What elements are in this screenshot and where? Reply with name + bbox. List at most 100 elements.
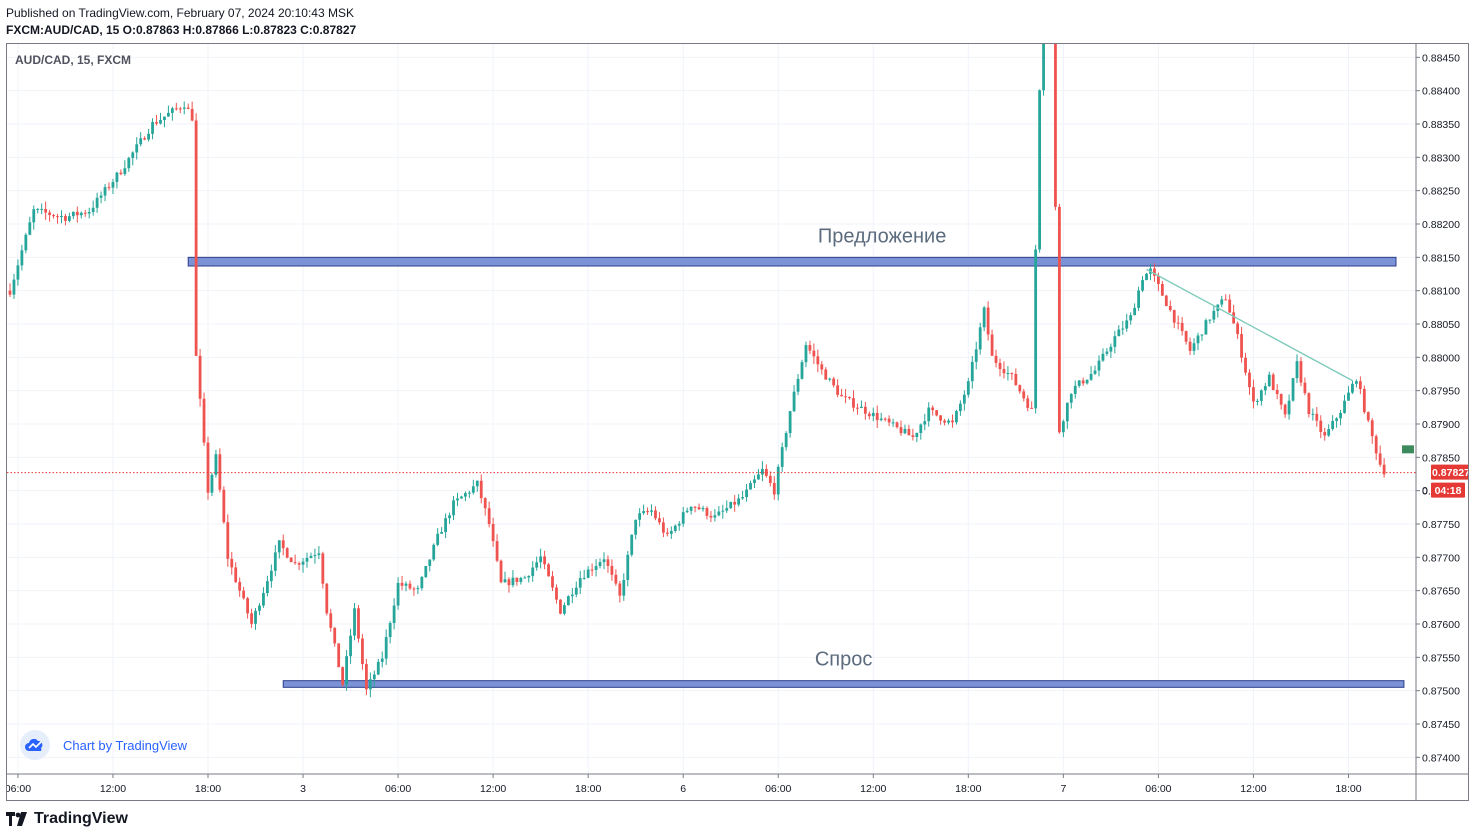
candle-body (970, 361, 974, 382)
price-tick-label: 0.88300 (1422, 152, 1460, 164)
candle-body (630, 534, 634, 555)
candle-body (1232, 312, 1236, 324)
supply-zone-label: Предложение (818, 225, 947, 247)
candle-body (685, 510, 689, 513)
candle-body (123, 168, 127, 175)
candle-body (780, 447, 784, 467)
time-tick-label: 06:00 (1145, 783, 1171, 795)
candle-body (764, 469, 768, 476)
tradingview-logo[interactable]: TradingView (6, 810, 128, 828)
candle-body (163, 116, 166, 121)
tradingview-cloud-icon (20, 730, 50, 760)
candle-body (495, 541, 499, 561)
candle-body (471, 486, 475, 493)
candle-body (222, 489, 226, 523)
price-axis-labels: 0.88450 0.88400 0.88350 0.88300 0.88250 0.882… (1422, 52, 1460, 764)
time-tick-label: 18:00 (575, 783, 601, 795)
candle-body (887, 418, 891, 423)
countdown-text: 04:18 (1435, 485, 1462, 497)
candle-body (1105, 351, 1109, 354)
candle-body (1319, 420, 1323, 433)
candle-body (1378, 453, 1382, 465)
tradingview-watermark[interactable]: Chart by TradingView (20, 730, 187, 760)
price-tick-label: 0.87500 (1422, 686, 1460, 698)
candle-body (357, 608, 360, 639)
candle-body (665, 532, 669, 534)
price-tick-label: 0.87650 (1422, 586, 1460, 598)
candle-body (1303, 382, 1307, 394)
candle-body (289, 557, 293, 563)
candle-body (1129, 315, 1133, 321)
candle-body (1240, 334, 1243, 358)
candle-body (28, 222, 32, 235)
published-info: Published on TradingView.com, February 0… (6, 6, 354, 20)
candle-body (1315, 413, 1319, 421)
candle-body (1164, 295, 1168, 307)
last-price-text: 0.87827 (1432, 467, 1468, 479)
candle-body (44, 208, 48, 213)
candle-body (1145, 273, 1148, 281)
candle-body (1034, 249, 1038, 409)
candle-body (693, 506, 697, 508)
candle-body (1299, 361, 1303, 383)
candle-body (856, 407, 859, 409)
chart-frame[interactable]: Предложение Спрос 0.88450 0.88400 0.88350 0.… (6, 43, 1469, 801)
time-tick-label: 06:00 (765, 783, 791, 795)
time-tick-label: 12:00 (100, 783, 126, 795)
candle-body (230, 558, 234, 568)
last-price-badge (1431, 464, 1468, 480)
candle-body (515, 577, 519, 582)
candle-body (563, 605, 566, 614)
price-tick-label: 0.87550 (1422, 652, 1460, 664)
supply-demand-zones[interactable]: Предложение Спрос (187, 225, 1405, 688)
candle-body (341, 667, 345, 685)
candle-body (131, 152, 135, 158)
candle-body (368, 679, 372, 690)
candle-body (737, 498, 741, 505)
price-tick-label: 0.87600 (1422, 619, 1460, 631)
time-tick-label: 18:00 (195, 783, 221, 795)
time-tick-label: 7 (1060, 783, 1066, 795)
candle-body (642, 511, 645, 514)
candle-body (733, 501, 737, 505)
time-tick-label: 18:00 (1335, 783, 1361, 795)
demand-zone-label: Спрос (815, 649, 873, 671)
candle-body (840, 394, 843, 397)
price-tick-label: 0.87900 (1422, 419, 1460, 431)
candle-body (974, 349, 978, 362)
candle-body (293, 562, 297, 564)
price-tick-label: 0.88200 (1422, 219, 1460, 231)
candle-body (1283, 404, 1287, 415)
candle-body (947, 420, 950, 423)
candle-body (36, 209, 40, 211)
candle-body (523, 577, 527, 579)
candle-body (103, 187, 107, 196)
price-axis-hint: 0 (1422, 485, 1428, 497)
candle-body (1184, 331, 1188, 342)
candle-body (669, 530, 673, 534)
candle-body (1267, 374, 1271, 387)
candle-body (610, 565, 614, 575)
candle-body (527, 575, 531, 578)
watermark-text[interactable]: Chart by TradingView (63, 737, 188, 753)
candle-body (1228, 299, 1232, 313)
time-tick-label: 12:00 (1240, 783, 1266, 795)
candle-body (71, 211, 75, 217)
footer-brand-text: TradingView (34, 810, 128, 827)
candle-body (875, 412, 879, 421)
candle-body (1176, 322, 1180, 324)
candle-body (507, 579, 511, 586)
candle-body (681, 512, 685, 524)
candle-body (329, 613, 333, 628)
candle-body (871, 412, 875, 417)
candle-body (119, 172, 123, 175)
countdown-badge (1431, 482, 1465, 498)
candle-body (226, 522, 230, 559)
candle-body (1125, 320, 1129, 329)
candle-body (539, 556, 543, 563)
candle-body (273, 552, 277, 571)
time-tick-label: 06:00 (385, 783, 411, 795)
candle-body (867, 413, 871, 417)
candle-body (1343, 400, 1346, 413)
